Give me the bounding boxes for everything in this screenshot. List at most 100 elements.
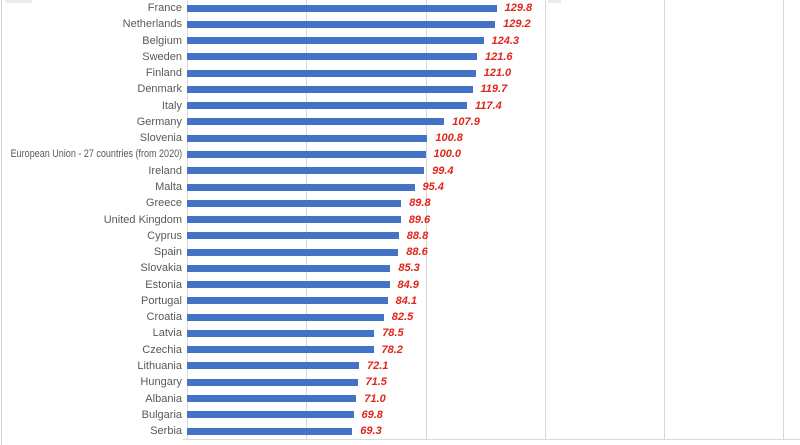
bar [187,37,484,44]
value-label: 85.3 [398,262,420,275]
bar-row: Portugal 84.1 [0,293,800,309]
bar [187,118,445,126]
category-label: Lithuania [137,359,182,372]
category-label: Latvia [152,327,182,340]
bar [187,183,415,191]
value-label: 99.4 [432,164,454,177]
bar [187,232,399,240]
bar-row: Belgium 124.3 [0,33,800,49]
category-label: Finland [145,67,182,80]
category-label: Bulgaria [141,408,182,421]
bar-row: Ireland 99.4 [0,163,800,179]
category-label: Denmark [137,83,182,96]
bar-row: Estonia 84.9 [0,277,800,293]
bar-row: Serbia 69.3 [0,423,800,439]
category-label: France [147,2,182,14]
bar [187,281,390,289]
bar-row: Netherlands 129.2 [0,16,800,32]
value-label: 89.8 [409,197,431,210]
value-label: 95.4 [422,181,444,193]
value-label: 119.7 [480,83,508,96]
category-label: Albania [145,392,182,405]
x-gridline [664,0,665,439]
bar [187,411,354,419]
category-label: Slovenia [139,132,182,145]
bar [187,264,391,272]
value-label: 78.2 [381,343,403,356]
category-label: Netherlands [122,18,182,31]
bar-row: Latvia 78.5 [0,325,800,341]
x-gridline [545,0,546,439]
value-label: 71.0 [364,392,386,405]
value-label: 129.2 [503,18,531,31]
category-label: Italy [161,99,182,112]
bar-row: European Union - 27 countries (from 2020… [0,146,800,162]
category-label: United Kingdom [103,213,182,226]
bar [187,167,425,175]
bar [187,199,402,207]
value-label: 84.1 [395,294,418,307]
value-label: 124.3 [491,34,520,47]
bar [187,362,359,370]
value-label: 107.9 [452,115,480,128]
bar [187,102,467,110]
bar-row: Lithuania 72.1 [0,358,800,374]
category-label: Cyprus [147,229,182,242]
bar-row: Slovenia 100.8 [0,130,800,146]
category-label: Belgium [142,34,182,47]
bar-row: Finland 121.0 [0,65,800,81]
bar [187,248,399,256]
value-label: 89.6 [408,213,431,226]
window-edge-line [1,0,2,445]
category-label: Sweden [142,50,182,63]
category-label: Greece [145,197,182,210]
category-label: Spain [153,246,182,258]
bar [187,427,353,435]
bar [187,216,401,223]
category-label: Czechia [142,343,182,356]
value-label: 72.1 [367,359,389,372]
bar-row: Germany 107.9 [0,114,800,130]
bar [187,346,374,354]
value-label: 121.6 [485,50,513,63]
bar-row: Albania 71.0 [0,391,800,407]
bar [187,297,388,305]
category-label: Serbia [150,425,182,437]
bar [187,378,358,386]
bar-row: Greece 89.8 [0,195,800,211]
bar-row: Denmark 119.7 [0,81,800,97]
value-label: 100.0 [433,148,462,161]
top-edge-artifact [548,0,561,3]
value-label: 69.3 [360,425,382,437]
value-label: 82.5 [391,311,414,324]
bar-row: United Kingdom 89.6 [0,212,800,228]
bar [187,329,375,337]
category-label: Hungary [140,376,182,389]
value-label: 129.8 [504,2,533,14]
bar [187,69,476,77]
category-label: Portugal [141,294,182,307]
x-axis-line [183,439,800,440]
bar [187,395,357,402]
bar-row: Czechia 78.2 [0,342,800,358]
bar-row: Bulgaria 69.8 [0,407,800,423]
bar [187,313,384,321]
bar-row: Sweden 121.6 [0,49,800,65]
category-label: Estonia [145,278,182,291]
category-label: Malta [155,181,182,193]
bar [187,53,477,61]
value-label: 117.4 [475,99,502,112]
category-label: Ireland [148,164,182,177]
category-label: Germany [136,115,182,128]
value-label: 78.5 [382,327,404,340]
value-label: 69.8 [361,408,383,421]
category-label: Slovakia [140,262,182,275]
category-label: European Union - 27 countries (from 2020… [10,148,182,161]
x-gridline [783,0,784,439]
value-label: 88.8 [406,229,429,242]
bar [187,20,496,28]
top-edge-artifact [5,0,32,3]
bar [187,134,428,142]
x-gridline [426,0,427,439]
value-label: 100.8 [435,132,463,145]
